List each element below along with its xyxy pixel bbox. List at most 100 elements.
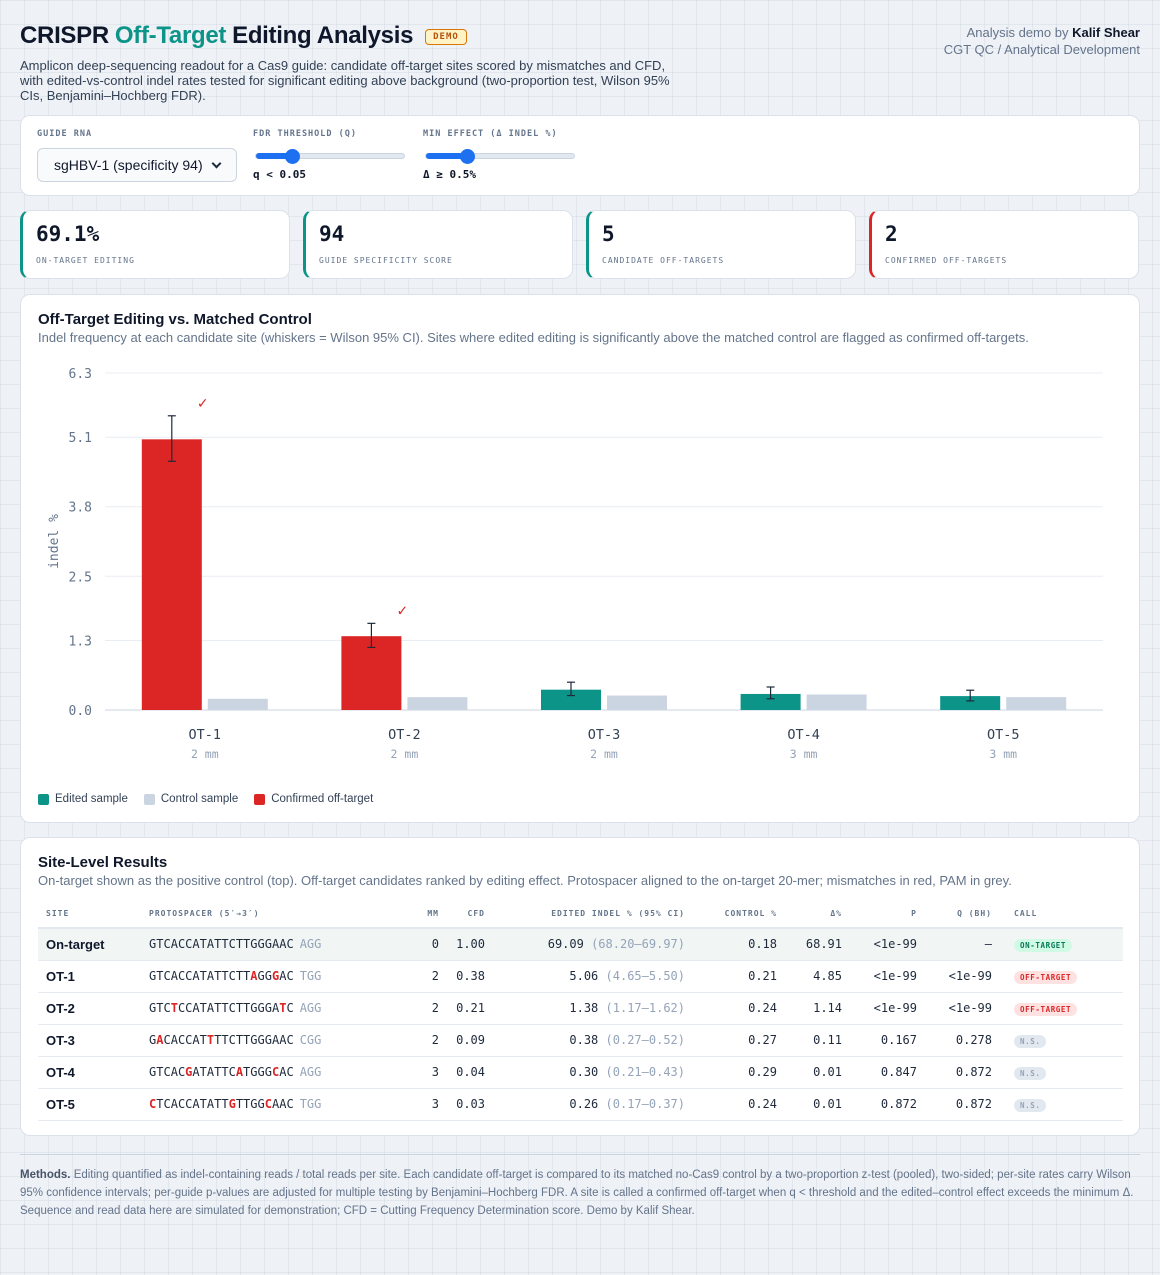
author-block: Analysis demo by Kalif Shear CGT QC / An… bbox=[944, 24, 1140, 58]
chevron-down-icon bbox=[211, 158, 222, 168]
call-badge: N.S. bbox=[1014, 1098, 1047, 1112]
protospacer-sequence: GTCTCCATATTCTTGGGATC bbox=[149, 1001, 294, 1015]
page-title: CRISPR Off-Target Editing Analysis DEMO bbox=[20, 22, 1140, 50]
methods-lead: Methods. bbox=[20, 1169, 71, 1181]
p-value: <1e-99 bbox=[850, 992, 925, 1025]
title-suffix: Editing Analysis bbox=[232, 22, 414, 49]
y-axis-label: indel % bbox=[47, 514, 62, 569]
call-cell: ON-TARGET bbox=[1000, 928, 1123, 961]
p-value: <1e-99 bbox=[850, 960, 925, 993]
x-tick-label: OT-2 bbox=[388, 727, 421, 743]
title-prefix: CRISPR bbox=[20, 22, 109, 49]
legend-swatch-confirmed bbox=[254, 793, 266, 805]
edited-indel-value: 1.38 bbox=[569, 1001, 599, 1015]
demo-badge: DEMO bbox=[425, 29, 467, 45]
edited-indel-cell: 0.26 (0.17–0.37) bbox=[493, 1088, 693, 1121]
fdr-slider-thumb[interactable] bbox=[285, 149, 300, 164]
edited-bar bbox=[740, 693, 801, 710]
mismatch-count: 3 bbox=[411, 1088, 447, 1121]
y-tick-label: 1.3 bbox=[69, 634, 92, 649]
table-row: OT-4 GTCACGATATTCATGGGCAC AGG 3 0.04 0.30 (0.… bbox=[38, 1056, 1123, 1089]
legend-label: Confirmed off-target bbox=[271, 793, 374, 805]
q-value: 0.872 bbox=[925, 1056, 1000, 1089]
control-indel: 0.29 bbox=[693, 1056, 785, 1089]
table-subtitle: On-target shown as the positive control … bbox=[38, 873, 1012, 888]
control-bar bbox=[207, 698, 268, 710]
fdr-threshold-slider[interactable] bbox=[255, 149, 405, 164]
y-tick-label: 5.1 bbox=[69, 431, 92, 446]
guide-rna-select[interactable]: sgHBV-1 (specificity 94) bbox=[37, 148, 237, 182]
effect-slider-thumb[interactable] bbox=[459, 149, 475, 164]
edited-indel-ci: (4.65–5.50) bbox=[605, 969, 685, 983]
delta-value: 0.01 bbox=[785, 1088, 850, 1121]
protospacer-cell: GTCACCATATTCTTGGGAAC AGG bbox=[141, 928, 411, 961]
protospacer-sequence: GTCACCATATTCTTAGGGAC bbox=[149, 969, 294, 983]
legend-swatch-control bbox=[143, 793, 155, 805]
control-bar bbox=[1006, 697, 1067, 710]
pam-sequence: AGG bbox=[299, 1001, 322, 1015]
q-value: <1e-99 bbox=[925, 992, 1000, 1025]
control-indel: 0.24 bbox=[693, 1088, 785, 1121]
edited-indel-ci: (0.21–0.43) bbox=[605, 1065, 685, 1079]
cfd-score: 0.38 bbox=[447, 960, 493, 993]
off-target-bar-chart: 0.0 1.3 2.5 3.8 5.1 6.3 indel % ✓ OT-1 2 mm ✓ OT-2 2… bbox=[47, 367, 1103, 761]
p-value: 0.847 bbox=[850, 1056, 925, 1089]
mismatch-count: 2 bbox=[411, 960, 447, 993]
confirmed-check-icon: ✓ bbox=[397, 602, 409, 618]
mismatch-count: 2 bbox=[411, 992, 447, 1025]
edited-bar bbox=[141, 439, 202, 710]
edited-indel-cell: 0.30 (0.21–0.43) bbox=[493, 1056, 693, 1089]
protospacer-cell: GTCACCATATTCTTAGGGAC TGG bbox=[141, 960, 411, 993]
call-badge: OFF-TARGET bbox=[1014, 970, 1078, 984]
fdr-threshold-label: FDR THRESHOLD (Q) bbox=[253, 129, 357, 139]
call-cell: N.S. bbox=[1000, 1024, 1123, 1057]
edited-bar bbox=[341, 636, 402, 710]
mismatch-count: 3 bbox=[411, 1056, 447, 1089]
cfd-score: 1.00 bbox=[447, 928, 493, 961]
page-header: CRISPR Off-Target Editing Analysis DEMO … bbox=[20, 22, 1140, 103]
edited-indel-cell: 1.38 (1.17–1.62) bbox=[493, 992, 693, 1025]
pam-sequence: CGG bbox=[299, 1033, 322, 1047]
table-title: Site-Level Results bbox=[38, 854, 168, 871]
y-tick-label: 6.3 bbox=[69, 367, 92, 382]
min-effect-slider[interactable] bbox=[425, 149, 575, 164]
q-value: 0.278 bbox=[925, 1024, 1000, 1057]
protospacer-cell: GTCACGATATTCATGGGCAC AGG bbox=[141, 1056, 411, 1089]
call-cell: N.S. bbox=[1000, 1056, 1123, 1089]
legend-label: Edited sample bbox=[55, 793, 128, 805]
controls-panel: GUIDE RNA sgHBV-1 (specificity 94) FDR T… bbox=[20, 115, 1140, 196]
table-row: OT-1 GTCACCATATTCTTAGGGAC TGG 2 0.38 5.06 (4.… bbox=[38, 960, 1123, 993]
cfd-score: 0.03 bbox=[447, 1088, 493, 1121]
col-header-call: CALL bbox=[1000, 900, 1123, 929]
p-value: 0.167 bbox=[850, 1024, 925, 1057]
site-name: On-target bbox=[38, 928, 141, 961]
edited-indel-value: 5.06 bbox=[569, 969, 599, 983]
call-badge: OFF-TARGET bbox=[1014, 1002, 1078, 1016]
call-cell: OFF-TARGET bbox=[1000, 992, 1123, 1025]
table-row: On-target GTCACCATATTCTTGGGAAC AGG 0 1.00 69.… bbox=[38, 928, 1123, 961]
chart-subtitle: Indel frequency at each candidate site (… bbox=[38, 330, 1029, 345]
chart-title: Off-Target Editing vs. Matched Control bbox=[38, 311, 312, 328]
cfd-score: 0.04 bbox=[447, 1056, 493, 1089]
methods-divider bbox=[20, 1154, 1140, 1155]
site-name: OT-5 bbox=[38, 1088, 141, 1121]
legend-item-edited: Edited sample bbox=[38, 793, 128, 805]
y-tick-label: 3.8 bbox=[69, 501, 92, 516]
x-tick-label: OT-3 bbox=[588, 727, 621, 743]
kpi-candidate-off-targets: 5 CANDIDATE OFF-TARGETS bbox=[586, 210, 856, 279]
col-header-edited: EDITED INDEL % (95% CI) bbox=[493, 900, 693, 929]
edited-indel-value: 69.09 bbox=[547, 937, 584, 952]
site-name: OT-4 bbox=[38, 1056, 141, 1089]
col-header-q: Q (BH) bbox=[925, 900, 1000, 929]
pam-sequence: AGG bbox=[299, 1065, 322, 1079]
table-row: OT-3 GACACCATTTTCTTGGGAAC CGG 2 0.09 0.38 (0.… bbox=[38, 1024, 1123, 1057]
edited-bar bbox=[541, 689, 601, 710]
edited-bar bbox=[940, 696, 1001, 710]
q-value: — bbox=[925, 928, 1000, 961]
y-tick-label: 2.5 bbox=[69, 570, 92, 585]
table-row: OT-2 GTCTCCATATTCTTGGGATC AGG 2 0.21 1.38 (1.… bbox=[38, 992, 1123, 1025]
col-header-protospacer: PROTOSPACER (5′→3′) bbox=[141, 900, 411, 929]
delta-value: 68.91 bbox=[785, 928, 850, 961]
col-header-control: CONTROL % bbox=[693, 900, 785, 929]
call-badge: ON-TARGET bbox=[1014, 938, 1073, 952]
